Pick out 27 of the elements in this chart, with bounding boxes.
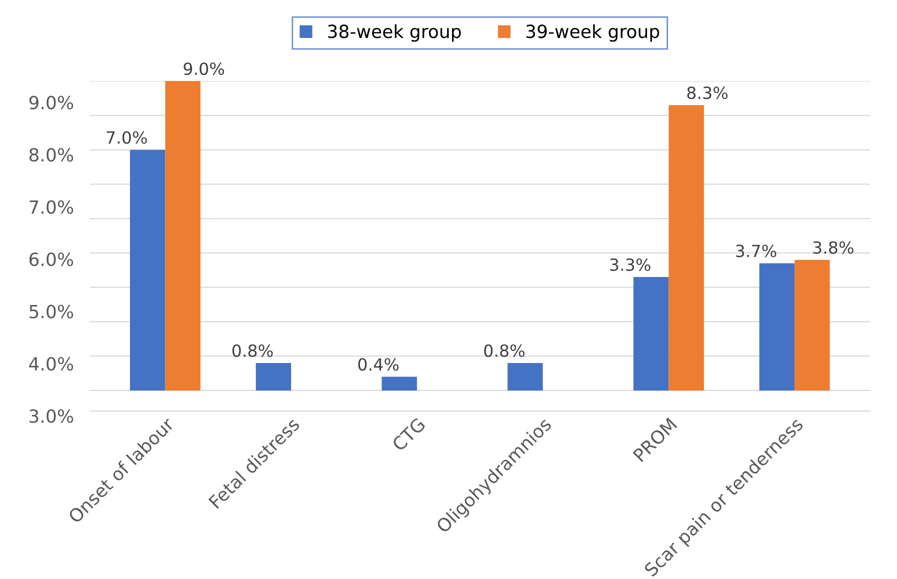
data-label: 9.0%: [184, 62, 224, 76]
data-label: 7.0%: [106, 131, 147, 144]
bar: [794, 260, 830, 390]
data-label: 0.8%: [232, 344, 273, 357]
data-label: 8.3%: [687, 86, 728, 100]
bar: [130, 150, 166, 390]
bar: [382, 376, 417, 390]
text: 5.0%: [30, 304, 74, 318]
text: 8.0%: [29, 148, 74, 162]
bar: [508, 362, 543, 390]
data-label: 0.4%: [358, 358, 399, 371]
data-label: 3.8%: [813, 241, 854, 254]
bar: [668, 105, 704, 390]
data-label: 3.7%: [736, 244, 776, 258]
text: 7.0%: [30, 200, 74, 214]
text: 9.0%: [29, 96, 74, 110]
text: 4.0%: [29, 357, 74, 371]
bar: [165, 81, 200, 390]
legend-label: 38-week group: [328, 24, 461, 42]
data-label: 0.8%: [484, 344, 524, 357]
bar: [759, 263, 795, 390]
text: 6.0%: [29, 252, 74, 266]
bar: [633, 277, 669, 390]
data-label: 3.3%: [610, 258, 650, 272]
legend-label: 39-week group: [526, 24, 660, 42]
bar: [256, 362, 292, 390]
text: 3.0%: [30, 409, 74, 423]
